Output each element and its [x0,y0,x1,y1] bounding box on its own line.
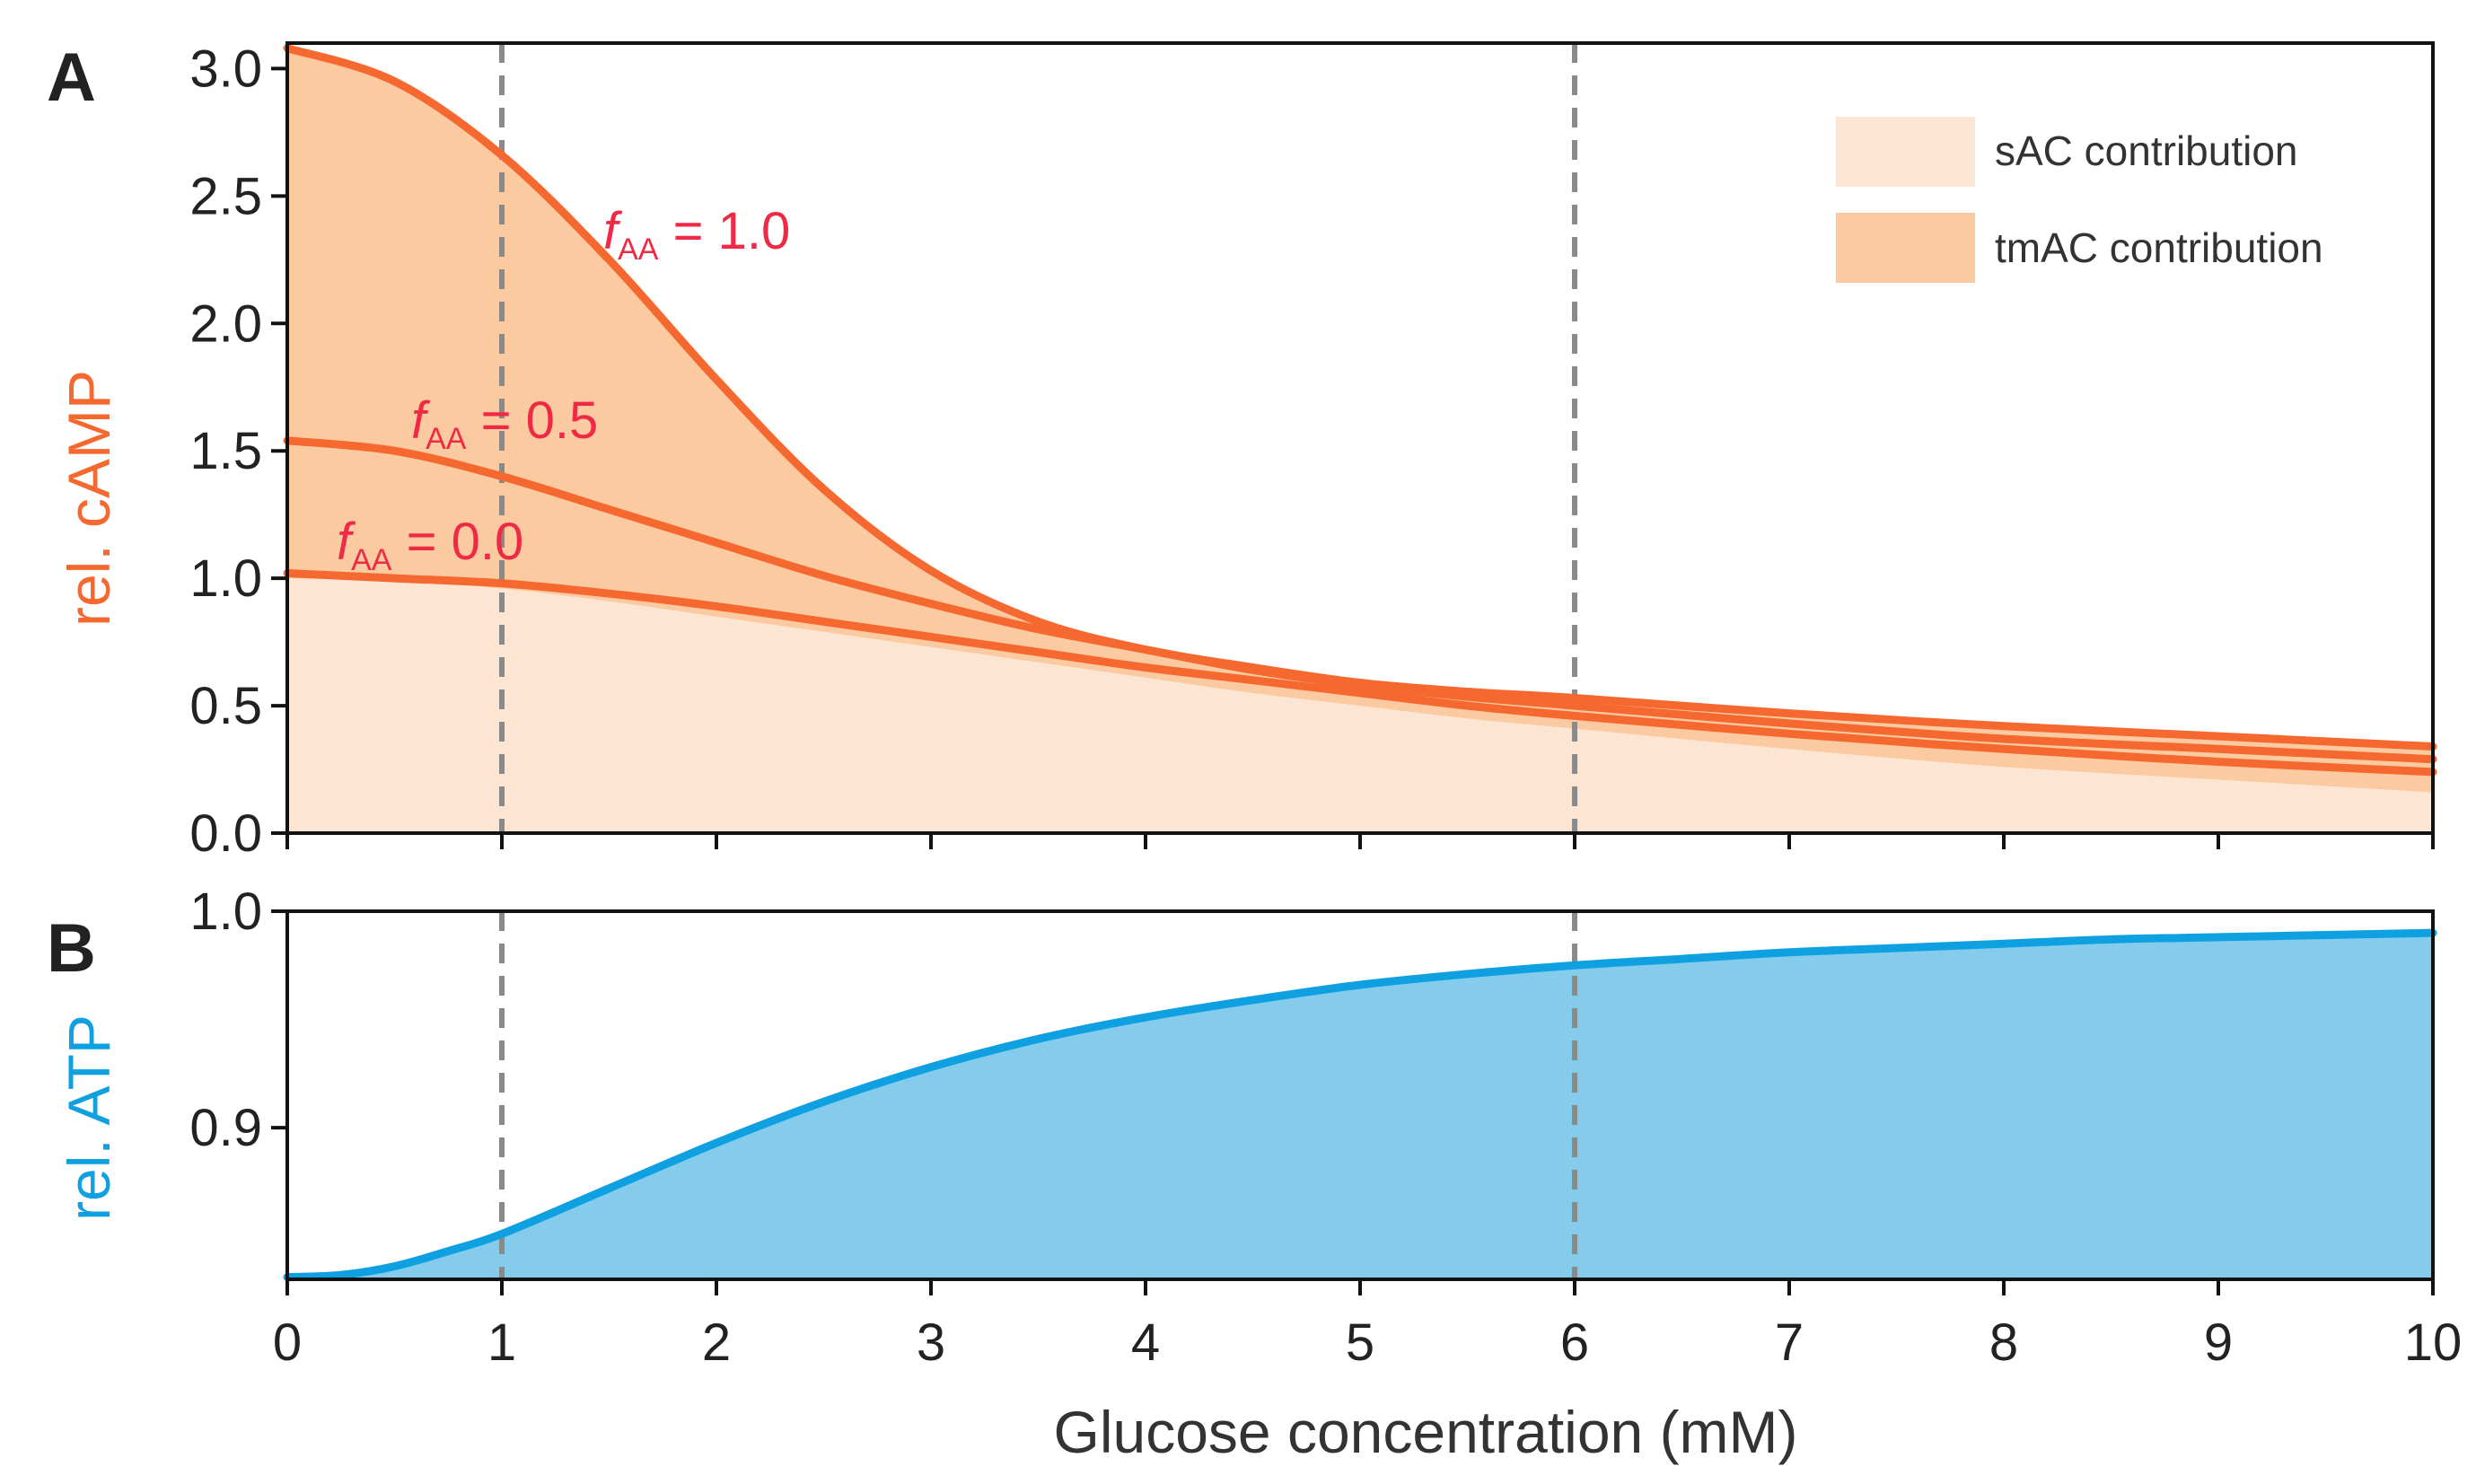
panel-a-y-axis-title: rel. cAMP [56,370,122,627]
y-tick-label: 1.0 [189,882,262,941]
atp-line [283,928,2437,1282]
x-axis-title: Glucose concentration (mM) [1054,1399,1798,1465]
panel-b-letter: B [47,910,96,987]
legend-swatch-tmac [1836,213,1975,283]
x-tick-label: 4 [1131,1313,1160,1372]
y-tick-label: 3.0 [189,40,262,98]
x-tick-label: 1 [487,1313,516,1372]
sac-contribution-area [287,578,2433,833]
legend-label-sac: sAC contribution [1995,127,2298,174]
panel-a-chart: 0.0 0.5 1.0 1.5 2.0 2.5 3.0 fAA = 1.0 fAA = 0.… [47,40,2437,863]
x-tick-label: 5 [1346,1313,1374,1372]
legend-swatch-sac [1836,117,1975,187]
x-tick-label: 8 [1989,1313,2018,1372]
y-tick-label: 0.9 [189,1099,262,1157]
series-label-f-aa-1-0: fAA = 1.0 [603,202,790,267]
x-tick-label: 0 [273,1313,302,1372]
legend: sAC contribution tmAC contribution [1836,117,2323,283]
panel-a-series-lines [283,44,2437,777]
panel-a-y-ticks: 0.0 0.5 1.0 1.5 2.0 2.5 3.0 [189,40,287,863]
y-tick-label: 0.5 [189,677,262,735]
series-line-1 [283,436,2437,764]
y-tick-label: 1.5 [189,422,262,480]
y-tick-label: 2.5 [189,167,262,225]
panel-a-areas [287,48,2433,833]
panel-b-series-line [283,928,2437,1282]
y-tick-label: 0.0 [189,804,262,863]
panel-b-y-axis-title: rel. ATP [56,1014,122,1221]
x-tick-label: 7 [1775,1313,1804,1372]
panel-b-chart: 0.9 1.0 0 1 2 3 4 5 6 7 8 9 10 B rel. ATP [47,882,2462,1372]
panel-b-area [287,933,2433,1279]
x-tick-label: 9 [2204,1313,2233,1372]
x-tick-label: 3 [917,1313,945,1372]
series-label-f-aa-0-0: fAA = 0.0 [337,513,523,577]
x-tick-label: 6 [1560,1313,1589,1372]
series-label-f-aa-0-5: fAA = 0.5 [411,391,598,456]
y-tick-label: 2.0 [189,294,262,353]
atp-area [287,933,2433,1279]
panel-b-x-ticks: 0 1 2 3 4 5 6 7 8 9 10 [273,1279,2462,1372]
panel-b-y-ticks: 0.9 1.0 [189,882,287,1157]
x-tick-label: 10 [2404,1313,2463,1372]
legend-label-tmac: tmAC contribution [1995,224,2323,271]
x-tick-label: 2 [702,1313,731,1372]
panel-a-letter: A [47,40,96,116]
panel-a-x-ticks [285,833,2435,849]
y-tick-label: 1.0 [189,549,262,608]
series-line-2 [283,569,2437,777]
panel-b-reference-lines [499,911,1577,1279]
